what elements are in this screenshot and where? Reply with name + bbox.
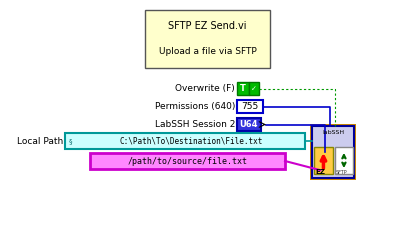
Text: Permissions (640): Permissions (640): [155, 102, 235, 111]
Text: SFTP: SFTP: [336, 170, 348, 175]
Text: U64: U64: [240, 120, 258, 129]
FancyBboxPatch shape: [335, 147, 353, 174]
Text: SFTP EZ Send.vi: SFTP EZ Send.vi: [168, 21, 247, 31]
Text: /path/to/source/file.txt: /path/to/source/file.txt: [128, 157, 248, 166]
FancyBboxPatch shape: [314, 147, 333, 174]
Text: Upload a file via SFTP: Upload a file via SFTP: [159, 47, 256, 56]
FancyBboxPatch shape: [237, 82, 249, 95]
FancyBboxPatch shape: [312, 126, 354, 178]
Text: labSSH: labSSH: [322, 130, 344, 135]
Text: ✓: ✓: [251, 86, 257, 92]
FancyBboxPatch shape: [237, 118, 261, 131]
FancyBboxPatch shape: [249, 82, 259, 95]
Text: C:\Path\To\Destination\File.txt: C:\Path\To\Destination\File.txt: [119, 137, 263, 146]
Text: T: T: [240, 84, 246, 93]
Text: LabSSH Session 2: LabSSH Session 2: [155, 120, 235, 129]
FancyBboxPatch shape: [237, 100, 263, 113]
FancyBboxPatch shape: [90, 153, 285, 169]
Text: §: §: [68, 138, 72, 144]
Text: EZ: EZ: [315, 169, 325, 175]
Text: 755: 755: [241, 102, 259, 111]
Text: Overwrite (F): Overwrite (F): [175, 84, 235, 93]
FancyBboxPatch shape: [145, 10, 270, 68]
Text: Local Path: Local Path: [17, 137, 63, 146]
FancyBboxPatch shape: [310, 124, 356, 180]
FancyBboxPatch shape: [65, 133, 305, 149]
